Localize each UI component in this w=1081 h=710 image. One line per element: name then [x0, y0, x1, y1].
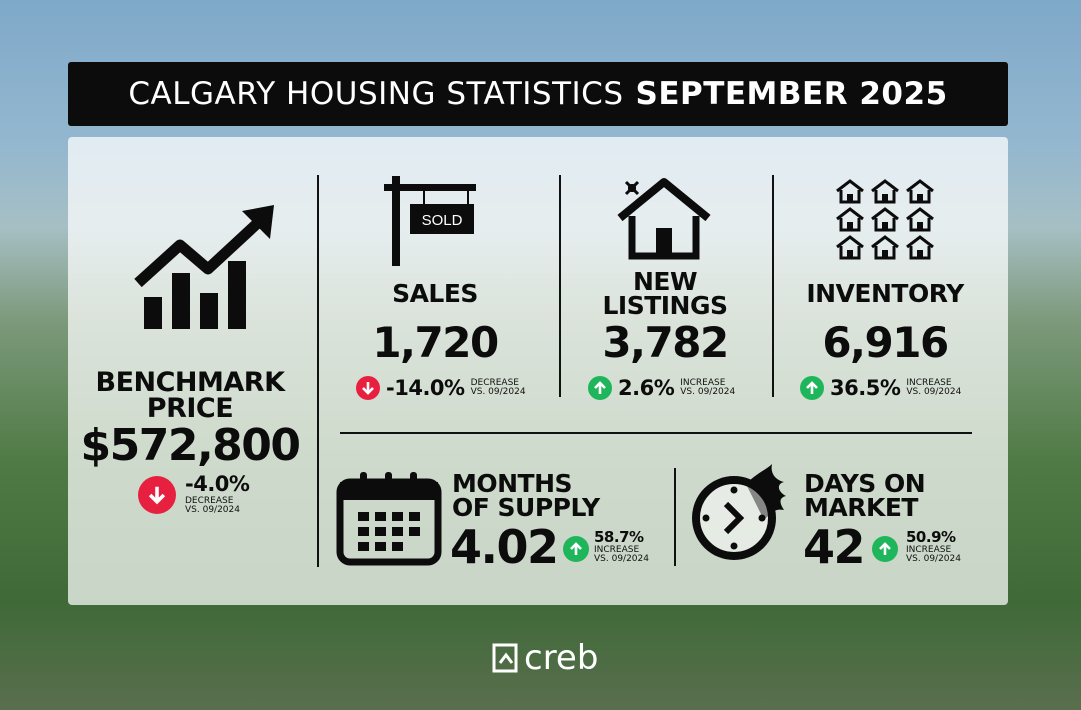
divider — [772, 175, 774, 397]
days-market-change: 50.9% INCREASE VS. 09/2024 — [906, 528, 961, 565]
months-supply-value: 4.02 — [450, 520, 559, 574]
sold-sign-icon: SOLD — [384, 176, 476, 266]
house-icon — [906, 179, 934, 204]
stats-panel — [68, 137, 1008, 605]
creb-logo-icon — [492, 643, 518, 673]
days-market-value: 42 — [803, 520, 866, 574]
calendar-icon — [336, 472, 442, 566]
title-main: CALGARY HOUSING STATISTICS — [128, 76, 624, 112]
up-arrow-icon — [800, 376, 824, 400]
title-period: SEPTEMBER 2025 — [635, 76, 948, 112]
divider — [674, 468, 676, 566]
house-icon — [906, 235, 934, 260]
down-arrow-icon — [138, 476, 178, 514]
down-arrow-icon — [356, 376, 380, 400]
creb-logo: creb — [492, 638, 598, 678]
fast-clock-icon — [692, 464, 786, 560]
svg-text:SOLD: SOLD — [422, 212, 463, 229]
house-icon — [871, 235, 899, 260]
divider — [317, 175, 319, 567]
benchmark-value: $572,800 — [80, 420, 301, 471]
inventory-value: 6,916 — [822, 318, 949, 367]
houses-grid-icon — [835, 178, 935, 260]
house-icon — [871, 207, 899, 232]
up-arrow-icon — [563, 536, 589, 562]
house-icon — [836, 235, 864, 260]
house-icon — [836, 207, 864, 232]
benchmark-note: DECREASE VS. 09/2024 — [185, 496, 240, 516]
sales-label: SALES — [392, 279, 478, 308]
house-icon — [906, 207, 934, 232]
up-arrow-icon — [872, 536, 898, 562]
new-listings-label: NEW LISTINGS — [602, 267, 728, 320]
divider — [340, 432, 972, 434]
divider — [559, 175, 561, 397]
sales-change: -14.0% DECREASE VS. 09/2024 — [356, 376, 526, 400]
sales-value: 1,720 — [372, 318, 499, 367]
benchmark-label: BENCHMARK PRICE — [95, 367, 285, 424]
new-listings-change: 2.6% INCREASE VS. 09/2024 — [588, 376, 735, 400]
rising-chart-icon — [134, 205, 274, 329]
up-arrow-icon — [588, 376, 612, 400]
months-supply-change: 58.7% INCREASE VS. 09/2024 — [594, 528, 649, 565]
house-icon — [836, 179, 864, 204]
house-icon — [871, 179, 899, 204]
page-title: CALGARY HOUSING STATISTICS SEPTEMBER 2025 — [68, 62, 1008, 126]
inventory-change: 36.5% INCREASE VS. 09/2024 — [800, 376, 961, 400]
benchmark-change: -4.0% — [185, 472, 250, 496]
new-listings-value: 3,782 — [602, 318, 729, 367]
new-house-icon — [617, 178, 711, 260]
months-supply-label: MONTHS OF SUPPLY — [452, 469, 600, 522]
inventory-label: INVENTORY — [806, 279, 964, 308]
days-market-label: DAYS ON MARKET — [804, 469, 926, 522]
